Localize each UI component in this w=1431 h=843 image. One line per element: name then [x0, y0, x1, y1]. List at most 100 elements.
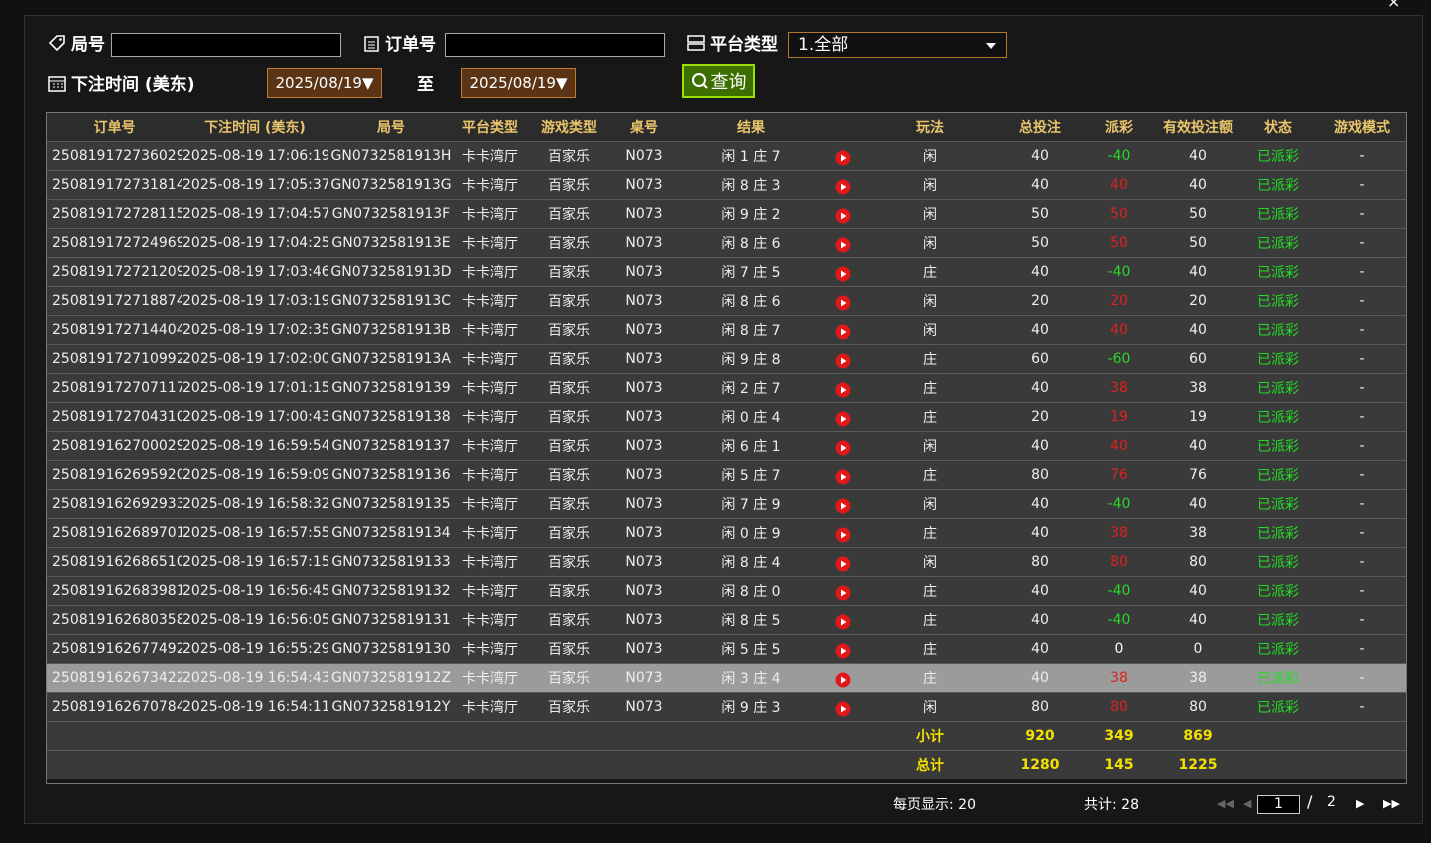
- platform: 卡卡湾厅: [454, 228, 526, 258]
- round-id: GN07325819138: [328, 402, 454, 432]
- status: 已派彩: [1238, 634, 1318, 664]
- table-id: N073: [612, 373, 676, 403]
- table-id: N073: [612, 228, 676, 258]
- play-icon[interactable]: [835, 614, 851, 630]
- time-label: 下注时间 (美东): [71, 75, 195, 95]
- status: 已派彩: [1238, 286, 1318, 316]
- play-icon[interactable]: [835, 353, 851, 369]
- play-icon[interactable]: [835, 701, 851, 717]
- bet-type: 庄: [860, 634, 1000, 664]
- table-row[interactable]: 250819172736029 2025-08-19 17:06:19 GN0732…: [47, 141, 1406, 171]
- status: 已派彩: [1238, 344, 1318, 374]
- next-page[interactable]: ▶: [1356, 797, 1365, 810]
- bet-time: 2025-08-19 17:06:19: [182, 141, 328, 171]
- game-type: 百家乐: [526, 228, 612, 258]
- status: 已派彩: [1238, 663, 1318, 693]
- round-input[interactable]: [111, 33, 341, 57]
- valid-bet: 38: [1158, 663, 1238, 693]
- result: 闲 7 庄 5: [676, 257, 826, 287]
- table-row[interactable]: 250819172710992 2025-08-19 17:02:00 GN0732…: [47, 344, 1406, 374]
- payout: 50: [1080, 228, 1158, 258]
- play-icon[interactable]: [835, 237, 851, 253]
- platform: 卡卡湾厅: [454, 199, 526, 229]
- play-icon[interactable]: [835, 208, 851, 224]
- page-input[interactable]: 1: [1257, 795, 1300, 814]
- round-label: 局号: [71, 35, 105, 55]
- table-row[interactable]: 250819172704310 2025-08-19 17:00:43 GN0732…: [47, 402, 1406, 432]
- round-id: GN07325819131: [328, 605, 454, 635]
- platform-select[interactable]: 1.全部: [788, 32, 1007, 58]
- table-id: N073: [612, 257, 676, 287]
- play-icon[interactable]: [835, 469, 851, 485]
- valid-bet: 38: [1158, 373, 1238, 403]
- game-type: 百家乐: [526, 547, 612, 577]
- total-payout: 145: [1080, 750, 1158, 779]
- spacer: [47, 750, 860, 779]
- first-page[interactable]: ◀◀: [1217, 797, 1234, 810]
- prev-page[interactable]: ◀: [1243, 797, 1252, 810]
- play-icon[interactable]: [835, 266, 851, 282]
- table-row[interactable]: 250819162670784 2025-08-19 16:54:11 GN0732…: [47, 692, 1406, 722]
- payout: 40: [1080, 315, 1158, 345]
- table-row[interactable]: 250819172721209 2025-08-19 17:03:46 GN0732…: [47, 257, 1406, 287]
- table-row[interactable]: 250819162700029 2025-08-19 16:59:54 GN0732…: [47, 431, 1406, 461]
- play-icon[interactable]: [835, 556, 851, 572]
- game-mode: -: [1318, 257, 1406, 287]
- date-from[interactable]: 2025/08/19▼: [267, 68, 382, 98]
- play-icon[interactable]: [835, 527, 851, 543]
- table-row[interactable]: 250819172731814 2025-08-19 17:05:37 GN0732…: [47, 170, 1406, 200]
- bet-time: 2025-08-19 17:03:46: [182, 257, 328, 287]
- play-icon[interactable]: [835, 672, 851, 688]
- game-type: 百家乐: [526, 576, 612, 606]
- table-row[interactable]: 250819162680358 2025-08-19 16:56:05 GN0732…: [47, 605, 1406, 635]
- table-row[interactable]: 250819162677492 2025-08-19 16:55:29 GN0732…: [47, 634, 1406, 664]
- play-icon[interactable]: [835, 585, 851, 601]
- game-type: 百家乐: [526, 257, 612, 287]
- game-type: 百家乐: [526, 518, 612, 548]
- play-icon[interactable]: [835, 498, 851, 514]
- play-icon[interactable]: [835, 440, 851, 456]
- order-input[interactable]: [445, 33, 665, 57]
- payout: 0: [1080, 634, 1158, 664]
- payout: 80: [1080, 692, 1158, 722]
- play-icon[interactable]: [835, 382, 851, 398]
- total-bet: 50: [1000, 199, 1080, 229]
- game-type: 百家乐: [526, 460, 612, 490]
- table-row[interactable]: 250819162695920 2025-08-19 16:59:09 GN0732…: [47, 460, 1406, 490]
- table-row[interactable]: 250819172718874 2025-08-19 17:03:19 GN0732…: [47, 286, 1406, 316]
- last-page[interactable]: ▶▶: [1383, 797, 1400, 810]
- result: 闲 6 庄 1: [676, 431, 826, 461]
- table-body: 250819172736029 2025-08-19 17:06:19 GN0732…: [47, 141, 1406, 779]
- play-icon[interactable]: [835, 411, 851, 427]
- play-icon[interactable]: [835, 324, 851, 340]
- payout: -40: [1080, 257, 1158, 287]
- status: 已派彩: [1238, 373, 1318, 403]
- table-row[interactable]: 250819162689701 2025-08-19 16:57:55 GN0732…: [47, 518, 1406, 548]
- play-icon[interactable]: [835, 295, 851, 311]
- query-button[interactable]: 查询: [682, 64, 755, 98]
- table-row[interactable]: 250819172714404 2025-08-19 17:02:35 GN0732…: [47, 315, 1406, 345]
- column-header: 平台类型: [454, 113, 526, 142]
- table-row[interactable]: 250819172707117 2025-08-19 17:01:15 GN0732…: [47, 373, 1406, 403]
- play-icon[interactable]: [835, 643, 851, 659]
- table-row[interactable]: 250819172728115 2025-08-19 17:04:57 GN0732…: [47, 199, 1406, 229]
- play-cell: [826, 228, 860, 258]
- table-row[interactable]: 250819162683981 2025-08-19 16:56:45 GN0732…: [47, 576, 1406, 606]
- bet-time: 2025-08-19 17:03:19: [182, 286, 328, 316]
- table-row[interactable]: 250819172724969 2025-08-19 17:04:25 GN0732…: [47, 228, 1406, 258]
- play-icon[interactable]: [835, 179, 851, 195]
- payout: 38: [1080, 518, 1158, 548]
- platform-label-wrap: 平台类型: [686, 30, 778, 55]
- round-id: GN0732581913G: [328, 170, 454, 200]
- close[interactable]: ×: [1387, 0, 1401, 11]
- total-label: 总计: [860, 750, 1000, 779]
- table-row[interactable]: 250819162686510 2025-08-19 16:57:15 GN0732…: [47, 547, 1406, 577]
- play-icon[interactable]: [835, 150, 851, 166]
- valid-bet: 40: [1158, 489, 1238, 519]
- table-row[interactable]: 250819162673422 2025-08-19 16:54:43 GN0732…: [47, 663, 1406, 693]
- game-type: 百家乐: [526, 141, 612, 171]
- bet-type: 闲: [860, 431, 1000, 461]
- date-to[interactable]: 2025/08/19▼: [461, 68, 576, 98]
- table-row[interactable]: 250819162692933 2025-08-19 16:58:32 GN0732…: [47, 489, 1406, 519]
